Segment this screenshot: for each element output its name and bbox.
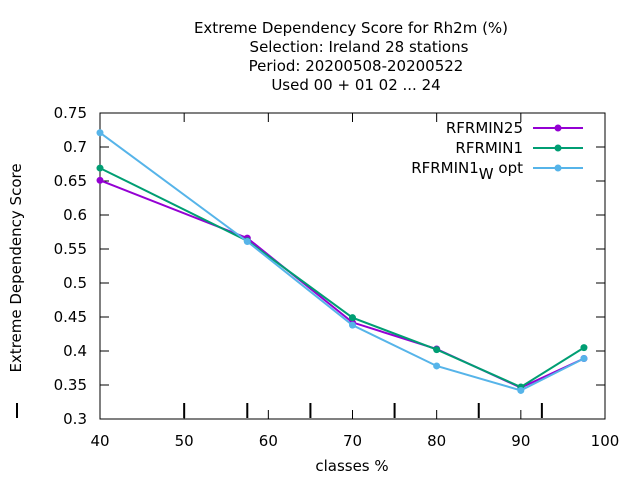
data-point	[433, 346, 441, 354]
y-tick-label: 0.3	[63, 410, 87, 428]
data-point	[580, 344, 588, 352]
legend-swatch-point	[554, 144, 562, 152]
y-axis-label: Extreme Dependency Score	[7, 163, 25, 372]
y-tick-label: 0.55	[54, 240, 87, 258]
left-edge-marker	[16, 403, 18, 418]
class-boundary-marker	[540, 403, 543, 418]
data-point	[433, 362, 441, 370]
data-point	[580, 354, 588, 362]
y-tick-label: 0.75	[54, 104, 87, 122]
data-point	[517, 386, 525, 394]
title-line-4: Used 00 + 01 02 ... 24	[271, 76, 440, 94]
y-tick-label: 0.35	[54, 376, 87, 394]
legend-swatch-point	[554, 124, 562, 132]
class-boundary-marker	[393, 403, 396, 418]
legend: RFRMIN25 RFRMIN1 RFRMIN1W opt	[411, 119, 583, 183]
title-line-3: Period: 20200508-20200522	[249, 57, 464, 75]
class-boundary-marker	[309, 403, 312, 418]
y-tick-label: 0.4	[63, 342, 87, 360]
x-tick-label: 40	[90, 432, 109, 450]
legend-label: RFRMIN1W opt	[411, 159, 523, 183]
data-point	[96, 164, 104, 172]
series-line	[99, 167, 585, 389]
y-tick-label: 0.7	[63, 138, 87, 156]
data-point	[243, 238, 251, 246]
series-layer	[96, 129, 588, 394]
series-line	[99, 131, 585, 392]
plot-frame	[99, 112, 606, 420]
y-tick-label: 0.45	[54, 308, 87, 326]
legend-label: RFRMIN25	[446, 119, 523, 137]
x-axis-label: classes %	[315, 457, 388, 475]
x-tick-label: 60	[259, 432, 278, 450]
series-line	[99, 179, 585, 389]
chart-title: Extreme Dependency Score for Rh2m (%) Se…	[194, 19, 508, 94]
legend-label: RFRMIN1	[455, 139, 523, 157]
class-markers	[183, 403, 543, 418]
data-point	[96, 176, 104, 184]
data-point	[349, 321, 356, 329]
data-point	[349, 314, 356, 322]
y-tick-label: 0.6	[63, 206, 87, 224]
x-tick-label: 70	[343, 432, 362, 450]
y-tick-label: 0.5	[63, 274, 87, 292]
legend-swatch-point	[554, 164, 562, 172]
class-boundary-marker	[477, 403, 480, 418]
class-boundary-marker	[183, 403, 186, 418]
title-line-2: Selection: Ireland 28 stations	[250, 38, 469, 56]
x-tick-label: 90	[511, 432, 530, 450]
x-tick-label: 80	[427, 432, 446, 450]
data-point	[96, 129, 104, 137]
y-tick-label: 0.65	[54, 172, 87, 190]
title-line-1: Extreme Dependency Score for Rh2m (%)	[194, 19, 508, 37]
x-tick-label: 50	[175, 432, 194, 450]
class-boundary-marker	[246, 403, 249, 418]
x-tick-label: 100	[591, 432, 620, 450]
axes: 0.3 0.35 0.4 0.45 0.5 0.55 0.6 0.65 0.7 0.75 40 50 6…	[54, 104, 620, 450]
